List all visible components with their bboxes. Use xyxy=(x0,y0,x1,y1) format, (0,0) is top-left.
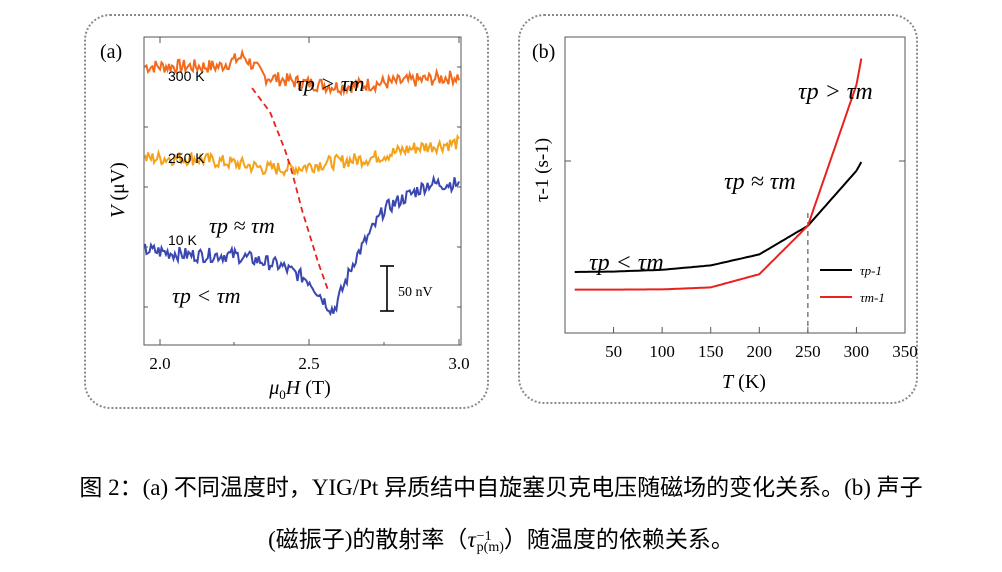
curve-label-250K: 250 K xyxy=(168,150,205,166)
panel-a-ylabel: V (μV) xyxy=(107,162,129,218)
panel-b-xtick-label: 300 xyxy=(844,342,870,361)
panel-b-axes-box xyxy=(564,36,906,334)
panel-a-dashed-boundary xyxy=(251,87,329,291)
curve-250K xyxy=(144,133,460,178)
curve-10K xyxy=(144,174,460,317)
panel-b-annot-mid: τp ≈ τm xyxy=(724,169,796,195)
panel-a-ticks xyxy=(144,37,461,345)
figure-caption-line-2: (磁振子)的散射率（τ −1 p(m) ）随温度的依赖关系。 xyxy=(0,520,1002,554)
panel-b: (b) 50 100 150 200 250 300 350 T (K) τ-1 (s-1)… xyxy=(532,36,918,393)
curve-label-10K: 10 K xyxy=(168,232,197,248)
panel-b-annot-top: τp > τm xyxy=(798,79,873,105)
caption-line-2-suffix: ）随温度的依赖关系。 xyxy=(503,527,734,552)
legend-label-tau-m: τm-1 xyxy=(860,290,885,305)
panel-a-xlabel: μ0H (T) xyxy=(268,377,331,402)
caption-line-2-prefix: (磁振子)的散射率（ xyxy=(268,527,468,552)
curve-tau-m-inverse xyxy=(574,58,863,291)
panel-b-annot-bot: τp < τm xyxy=(589,250,664,276)
panel-a-annot-mid: τp ≈ τm xyxy=(209,213,275,238)
curve-300K xyxy=(144,48,460,97)
panel-b-frame xyxy=(518,14,918,404)
panel-b-xtick-label: 250 xyxy=(795,342,821,361)
curve-tau-p-inverse xyxy=(574,161,863,273)
curve-label-300K: 300 K xyxy=(168,68,205,84)
panel-a-xtick-label: 2.5 xyxy=(298,354,319,373)
scale-bar xyxy=(380,265,394,312)
legend-label-tau-p: τp-1 xyxy=(860,263,882,278)
panel-a-annot-bot: τp < τm xyxy=(172,283,240,308)
caption-tau-scripts: −1 p(m) xyxy=(476,528,504,555)
panel-a-xtick-label: 3.0 xyxy=(448,354,469,373)
panel-b-xtick-label: 50 xyxy=(605,342,622,361)
panel-b-xlabel: T (K) xyxy=(722,371,766,393)
panel-a-label: (a) xyxy=(100,41,122,63)
caption-tau-superscript: −1 xyxy=(476,528,492,544)
panel-b-xtick-label: 350 xyxy=(892,342,918,361)
panel-a-frame xyxy=(84,14,489,409)
panel-a: (a) 2.0 2.5 3.0 μ0H (T) V (μV) 300 K 250… xyxy=(100,36,470,402)
panel-a-xtick-label: 2.0 xyxy=(149,354,170,373)
scale-bar-label: 50 nV xyxy=(398,285,433,300)
caption-tau-subscript: p(m) xyxy=(476,539,504,555)
panel-a-axes-box xyxy=(143,36,462,346)
panel-b-xtick-label: 150 xyxy=(698,342,724,361)
figure-caption-line-1: 图 2：(a) 不同温度时，YIG/Pt 异质结中自旋塞贝克电压随磁场的变化关系… xyxy=(79,475,923,500)
panel-a-annot-top: τp > τm xyxy=(296,71,364,96)
panel-b-xtick-label: 100 xyxy=(649,342,675,361)
panel-b-xticks: 50 100 150 200 250 300 350 xyxy=(605,327,918,361)
panel-b-ylabel: τ-1 (s-1) xyxy=(532,138,553,202)
caption-tau-symbol: τ xyxy=(467,527,476,552)
panel-b-xtick-label: 200 xyxy=(747,342,773,361)
panel-b-legend: τp-1 τm-1 xyxy=(820,263,885,305)
panel-b-label: (b) xyxy=(532,41,555,63)
